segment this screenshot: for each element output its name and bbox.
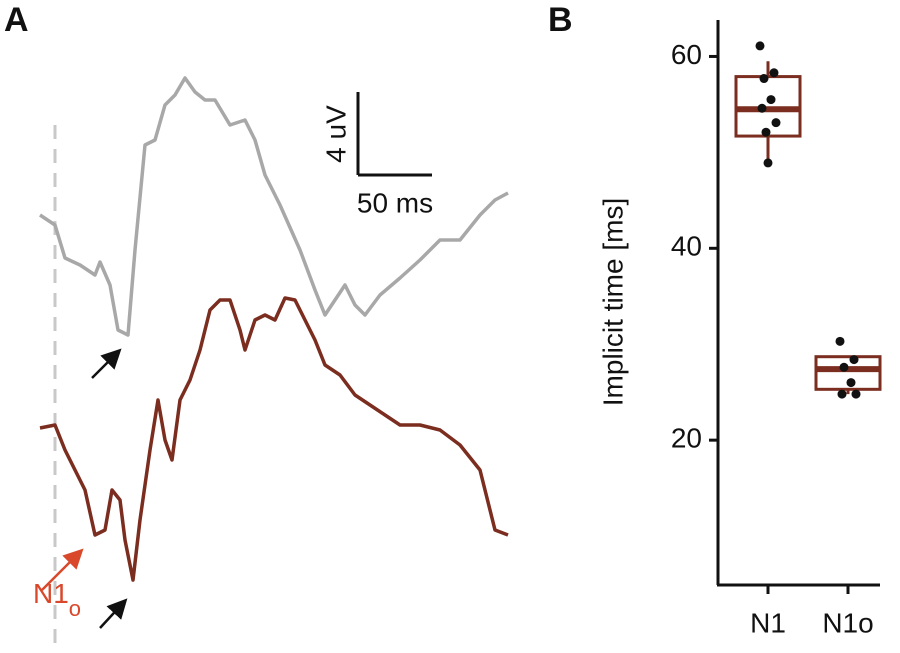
point bbox=[759, 74, 769, 84]
panel-label: B bbox=[548, 1, 573, 39]
panel-a: A 4 uV 50 ms N1o bbox=[4, 1, 509, 645]
point bbox=[851, 389, 861, 399]
x-tick-label: N1o bbox=[822, 607, 873, 638]
panel-label: A bbox=[4, 1, 29, 39]
brown-trace bbox=[39, 296, 509, 582]
y-tick-label: 20 bbox=[671, 423, 702, 454]
arrow bbox=[91, 348, 122, 379]
scale-y-label: 4 uV bbox=[320, 105, 351, 163]
panel-b: B Implicit time [ms] 20 40 60 N1 N1o bbox=[548, 1, 882, 638]
point bbox=[755, 41, 765, 51]
point bbox=[771, 118, 781, 128]
point bbox=[839, 362, 849, 372]
point bbox=[769, 68, 779, 78]
point bbox=[849, 355, 859, 365]
n1o-main: N1 bbox=[33, 578, 69, 609]
y-axis-label: Implicit time [ms] bbox=[597, 198, 628, 406]
point bbox=[763, 158, 773, 168]
point bbox=[835, 336, 845, 346]
arrow bbox=[41, 548, 84, 591]
x-tick-label: N1 bbox=[750, 607, 786, 638]
y-tick-label: 60 bbox=[671, 39, 702, 70]
point bbox=[837, 389, 847, 399]
y-tick-label: 40 bbox=[671, 231, 702, 262]
gray-trace bbox=[39, 76, 509, 337]
point bbox=[846, 378, 856, 388]
point bbox=[766, 95, 776, 105]
n1o-label: N1o bbox=[33, 578, 81, 620]
point bbox=[761, 127, 771, 137]
arrow bbox=[99, 598, 128, 629]
point bbox=[757, 103, 767, 113]
n1o-sub: o bbox=[69, 596, 81, 621]
scale-x-label: 50 ms bbox=[357, 187, 433, 218]
